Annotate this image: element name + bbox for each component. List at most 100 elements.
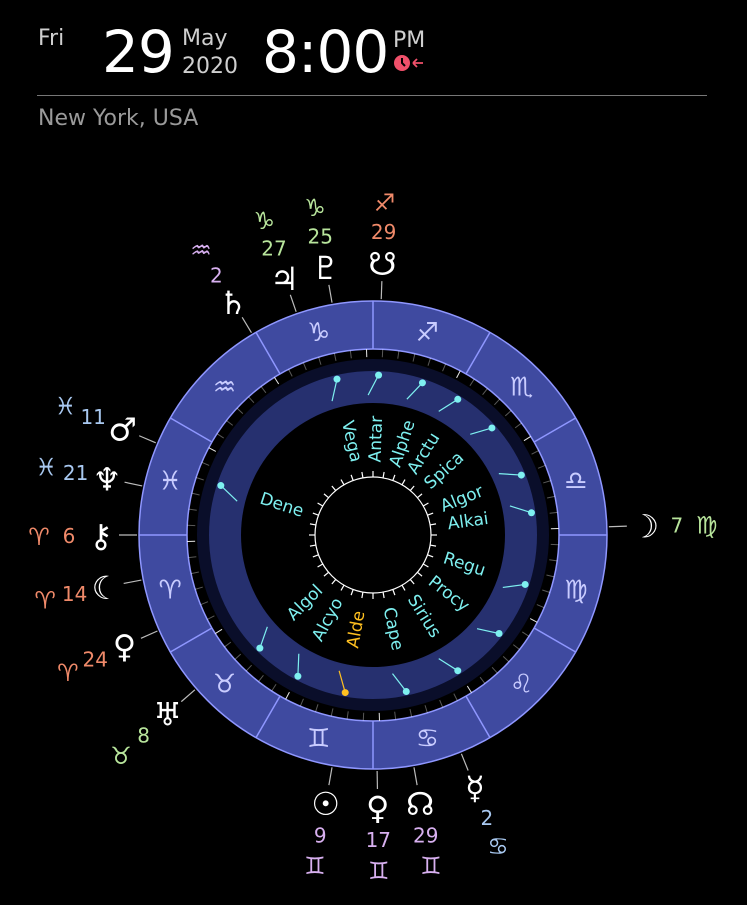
clock-reset-icon[interactable] xyxy=(393,54,427,74)
uranus-sign-icon: ♉ xyxy=(110,742,132,770)
sign-capricorn-icon: ♑ xyxy=(307,318,330,348)
sign-virgo-icon: ♍ xyxy=(564,575,587,605)
lilith-degree: 14 xyxy=(62,582,87,606)
center-tick xyxy=(430,544,437,547)
star-pointer xyxy=(392,673,407,692)
degree-tick xyxy=(424,705,428,714)
sign-aquarius-icon: ♒ xyxy=(213,373,236,403)
saturn-icon: ♄ xyxy=(219,284,248,322)
center-tick xyxy=(309,544,316,547)
center-tick xyxy=(340,479,345,486)
sign-divider xyxy=(533,417,577,443)
degree-tick xyxy=(549,559,558,562)
center-tick xyxy=(323,493,329,499)
center-tick xyxy=(427,512,434,516)
degree-tick xyxy=(469,378,475,386)
sign-divider xyxy=(465,331,491,375)
degree-tick xyxy=(537,464,546,469)
sign-gemini-icon: ♊ xyxy=(307,724,330,754)
sign-divider xyxy=(533,627,577,653)
moon-icon: ☽ xyxy=(630,508,659,546)
saturn-degree: 2 xyxy=(210,263,223,287)
mars-icon: ♂ xyxy=(108,411,137,449)
north-node-sign-icon: ♊ xyxy=(420,852,442,880)
sign-pisces-icon: ♓ xyxy=(158,467,181,497)
degree-tick xyxy=(349,350,352,359)
degree-tick xyxy=(439,699,444,708)
star-dot xyxy=(333,375,341,383)
center-tick xyxy=(422,563,429,568)
star-pointer xyxy=(438,398,459,412)
degree-tick xyxy=(260,386,267,394)
month-label[interactable]: May xyxy=(182,26,228,51)
degree-tick xyxy=(315,704,319,713)
year-label[interactable]: 2020 xyxy=(182,54,238,79)
day-number[interactable]: 29 xyxy=(102,18,175,86)
star-pointer xyxy=(331,378,338,402)
header-divider xyxy=(37,95,707,96)
degree-tick xyxy=(547,495,556,499)
venus-icon: ♀ xyxy=(366,789,389,827)
sign-divider xyxy=(465,695,491,739)
center-tick xyxy=(392,474,396,481)
sign-divider xyxy=(169,627,213,653)
center-tick xyxy=(409,485,415,491)
star-dot xyxy=(402,688,410,696)
sign-taurus-icon: ♉ xyxy=(213,669,236,699)
mercury-degree: 2 xyxy=(481,806,494,830)
degree-tick xyxy=(456,370,461,379)
degree-tick xyxy=(224,641,232,648)
jupiter-degree: 27 xyxy=(261,237,286,261)
sun-degree: 9 xyxy=(314,823,327,847)
degree-tick xyxy=(318,356,322,365)
degree-tick xyxy=(191,492,200,496)
time-display[interactable]: 8:00 xyxy=(262,18,389,86)
venus-sign-icon: ♊ xyxy=(368,857,390,885)
degree-tick xyxy=(482,388,488,396)
location-label[interactable]: New York, USA xyxy=(38,106,199,131)
degree-tick xyxy=(234,653,242,660)
planet-pointer xyxy=(138,435,156,444)
degree-tick xyxy=(333,352,337,361)
moon-sign-icon: ♍ xyxy=(696,511,718,539)
star-dot xyxy=(375,371,383,379)
degree-tick xyxy=(302,362,307,371)
center-tick xyxy=(401,479,406,486)
degree-tick xyxy=(491,666,498,674)
degree-tick xyxy=(536,604,545,609)
lilith-sign-icon: ♈ xyxy=(34,587,56,615)
sun-icon: ☉ xyxy=(311,785,340,823)
degree-tick xyxy=(226,420,234,426)
center-tick xyxy=(392,589,396,596)
degree-tick xyxy=(214,628,223,634)
degree-tick xyxy=(248,396,255,404)
neptune-degree: 21 xyxy=(63,461,88,485)
degree-tick xyxy=(523,436,532,442)
degree-tick xyxy=(522,631,530,637)
center-tick xyxy=(331,485,337,491)
degree-tick xyxy=(494,398,501,406)
degree-tick xyxy=(208,447,217,452)
planet-pointer xyxy=(241,316,252,334)
zodiac-signs: ♑ ♐ ♏ ♎ ♍ ♌ ♋ ♊ ♉ ♈ ♓ ♒ xyxy=(158,318,587,754)
sign-leo-icon: ♌ xyxy=(510,669,533,699)
star-dot xyxy=(521,580,529,588)
venus-degree: 17 xyxy=(366,828,391,852)
center-tick xyxy=(382,471,385,478)
planet-pointer xyxy=(460,753,469,771)
degree-tick xyxy=(546,574,555,578)
star-dot xyxy=(495,630,503,638)
saturn-sign-icon: ♒ xyxy=(190,237,212,265)
center-tick xyxy=(350,474,354,481)
mercury-icon: ☿ xyxy=(465,769,485,807)
sign-divider xyxy=(169,417,213,443)
degree-tick xyxy=(288,369,293,377)
sign-sagittarius-icon: ♐ xyxy=(416,318,439,348)
degree-tick xyxy=(479,676,486,684)
degree-tick xyxy=(427,357,431,366)
uranus-degree: 8 xyxy=(137,723,150,747)
degree-tick xyxy=(394,711,397,720)
degree-tick xyxy=(346,711,349,720)
center-tick xyxy=(401,584,406,591)
